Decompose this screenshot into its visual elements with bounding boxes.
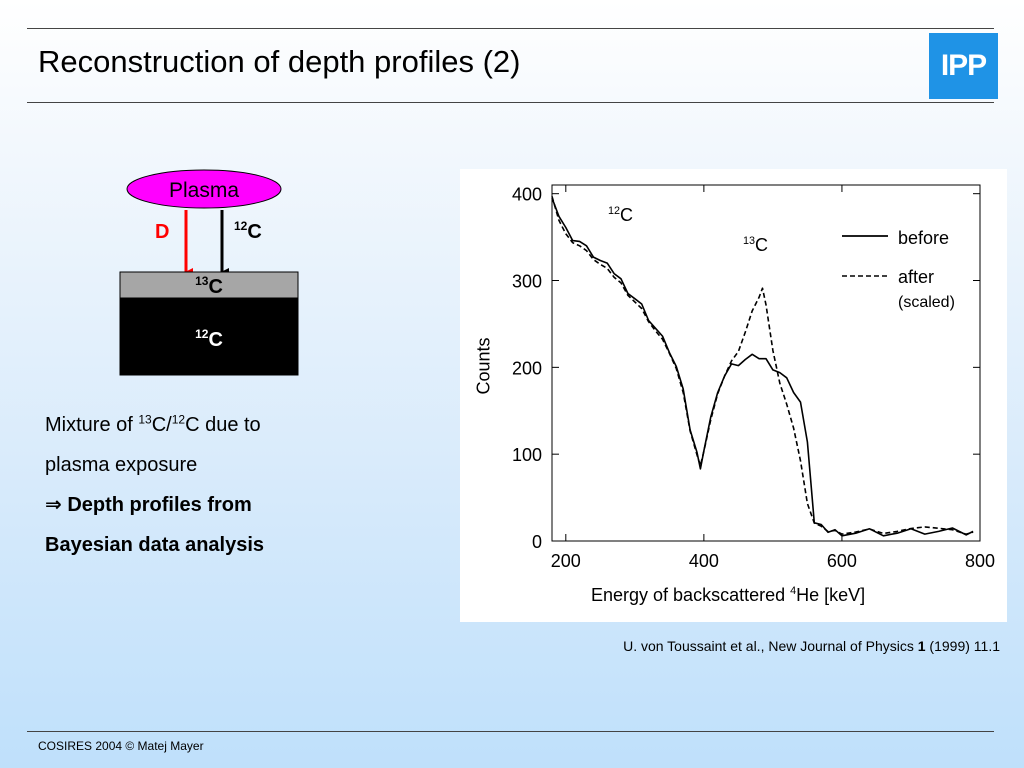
d-label: D	[155, 221, 169, 243]
c12-substrate	[119, 297, 299, 376]
footer-rule	[27, 731, 994, 732]
top-rule	[27, 28, 994, 29]
ipp-logo: IPP	[929, 33, 998, 99]
x-tick-label: 600	[827, 551, 857, 571]
rbs-spectrum-chart: 0 100 200 300 400 200 400 600 800 12C 13C before…	[460, 169, 1007, 622]
title-rule	[27, 102, 994, 103]
summary-text: Mixture of 13C/12C due to plasma exposur…	[45, 405, 385, 565]
summary-line-2: plasma exposure	[45, 454, 198, 476]
c12-substrate-label: 12C	[195, 327, 223, 351]
y-tick-label: 0	[532, 532, 542, 552]
legend-after-note: (scaled)	[898, 294, 955, 311]
footer-text: COSIRES 2004 © Matej Mayer	[38, 739, 204, 753]
c13-layer	[119, 271, 299, 299]
legend-after-label: after	[898, 267, 935, 287]
summary-line-3: ⇒ Depth profiles from	[45, 494, 252, 516]
implies-symbol: ⇒	[45, 494, 62, 516]
citation: U. von Toussaint et al., New Journal of …	[623, 638, 1000, 654]
y-axis-label: Counts	[473, 337, 494, 395]
annotation-c13: 13C	[743, 235, 769, 255]
series-line-after	[551, 196, 974, 536]
plot-frame	[551, 184, 981, 542]
legend-before-label: before	[898, 228, 950, 248]
plasma-deposition-diagram: Plasma D 12C 13C 12C	[110, 168, 310, 383]
summary-line-4: Bayesian data analysis	[45, 534, 265, 556]
x-axis-label: Energy of backscattered 4He [keV]	[591, 585, 866, 605]
y-tick-label: 100	[512, 445, 542, 465]
y-tick-label: 200	[512, 358, 542, 378]
x-tick-label: 200	[551, 551, 581, 571]
y-tick-label: 300	[512, 272, 542, 292]
summary-line-1: Mixture of 13C/12C due to	[45, 412, 261, 436]
plasma-ellipse	[126, 169, 282, 209]
slide-title: Reconstruction of depth profiles (2)	[38, 44, 521, 79]
chart-svg: 0 100 200 300 400 200 400 600 800	[512, 184, 995, 571]
plasma-label: Plasma	[169, 179, 239, 202]
c12-arrow-label: 12C	[234, 219, 262, 243]
x-tick-label: 400	[689, 551, 719, 571]
series-line-before	[551, 197, 974, 537]
c13-layer-label: 13C	[195, 274, 223, 298]
annotation-c12: 12C	[608, 205, 634, 225]
y-tick-label: 400	[512, 185, 542, 205]
x-tick-label: 800	[965, 551, 995, 571]
